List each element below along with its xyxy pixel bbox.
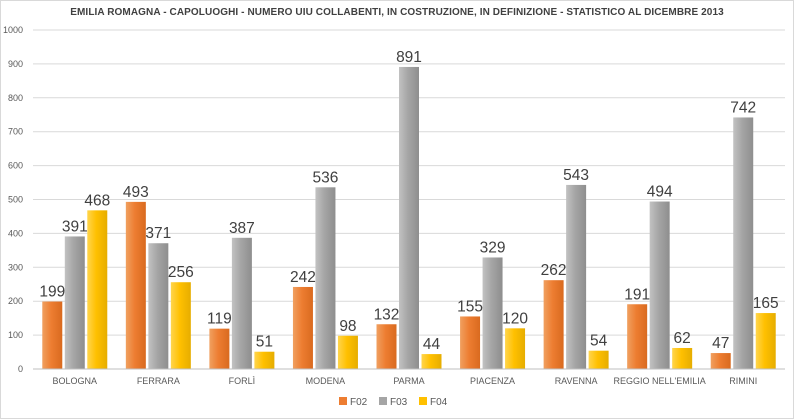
data-label: 191	[624, 286, 650, 303]
data-label: 742	[730, 99, 756, 116]
bar-f04	[170, 282, 191, 369]
bar-f02	[125, 201, 146, 369]
bar-f04	[337, 335, 358, 369]
x-tick-label: FERRARA	[137, 376, 180, 386]
x-tick-label: PARMA	[393, 376, 424, 386]
x-tick-label: REGGIO NELL'EMILIA	[614, 376, 706, 386]
data-label: 494	[647, 184, 673, 201]
y-tick-label: 0	[18, 364, 23, 374]
data-label: 468	[84, 192, 110, 209]
data-label: 543	[563, 167, 589, 184]
data-label: 165	[753, 295, 779, 312]
data-label: 54	[590, 333, 608, 350]
y-tick-label: 300	[8, 262, 23, 272]
data-label: 132	[374, 306, 400, 323]
data-label: 47	[712, 335, 729, 352]
x-tick-label: PIACENZA	[470, 376, 515, 386]
bar-f03	[315, 187, 336, 369]
bar-f04	[421, 354, 442, 369]
legend-label-f02: F02	[350, 397, 368, 408]
bar-f02	[209, 328, 230, 369]
data-label: 155	[457, 298, 483, 315]
bar-f03	[231, 237, 252, 369]
x-tick-label: RAVENNA	[555, 376, 598, 386]
legend-label-f03: F03	[390, 397, 408, 408]
data-label: 120	[502, 310, 528, 327]
data-label: 387	[229, 220, 255, 237]
data-label: 391	[62, 218, 88, 235]
bar-f03	[649, 201, 670, 369]
bar-f04	[755, 313, 776, 369]
x-tick-label: FORLÌ	[229, 376, 256, 386]
bar-f02	[376, 324, 397, 369]
legend-label-f04: F04	[430, 397, 448, 408]
bar-f03	[148, 243, 169, 369]
data-label: 536	[313, 169, 339, 186]
x-tick-label: MODENA	[306, 376, 346, 386]
y-tick-label: 400	[8, 228, 23, 238]
chart-title: EMILIA ROMAGNA - CAPOLUOGHI - NUMERO UIU…	[70, 7, 724, 18]
bar-f02	[710, 353, 731, 369]
data-label: 493	[123, 184, 149, 201]
bar-f04	[87, 210, 108, 369]
data-label: 51	[256, 334, 273, 351]
bar-f02	[292, 286, 313, 369]
data-label: 98	[339, 318, 356, 335]
bar-f03	[399, 66, 419, 370]
legend-swatch-f03	[379, 397, 387, 405]
bar-f03	[733, 117, 754, 369]
data-label: 256	[168, 264, 194, 281]
bar-f03	[566, 184, 587, 369]
data-label: 199	[39, 284, 65, 301]
bar-f04	[254, 351, 275, 369]
bar-f02	[627, 304, 648, 369]
x-tick-label: RIMINI	[729, 376, 757, 386]
y-tick-label: 500	[8, 195, 23, 205]
legend-swatch-f02	[339, 397, 347, 405]
bar-f02	[543, 280, 564, 369]
bar-f04	[505, 328, 526, 369]
data-label: 44	[423, 336, 441, 353]
bar-f03	[482, 257, 503, 369]
data-label: 62	[674, 330, 691, 347]
x-tick-label: BOLOGNA	[53, 376, 98, 386]
y-tick-label: 600	[8, 161, 23, 171]
y-tick-label: 100	[8, 330, 23, 340]
bar-f03	[64, 236, 85, 369]
data-label: 371	[145, 225, 171, 242]
bar-f04	[672, 347, 693, 369]
data-label: 891	[396, 49, 422, 66]
data-label: 242	[290, 269, 316, 286]
y-tick-label: 700	[8, 127, 23, 137]
data-label: 119	[207, 311, 232, 328]
bar-f02	[460, 316, 481, 369]
y-tick-label: 1000	[3, 25, 23, 35]
data-label: 262	[541, 262, 567, 279]
legend-swatch-f04	[419, 397, 427, 405]
y-tick-label: 200	[8, 296, 23, 306]
data-label: 329	[480, 239, 506, 256]
y-tick-label: 800	[8, 93, 23, 103]
bar-f04	[588, 350, 609, 369]
bar-f02	[42, 301, 63, 369]
y-tick-label: 900	[8, 59, 23, 69]
